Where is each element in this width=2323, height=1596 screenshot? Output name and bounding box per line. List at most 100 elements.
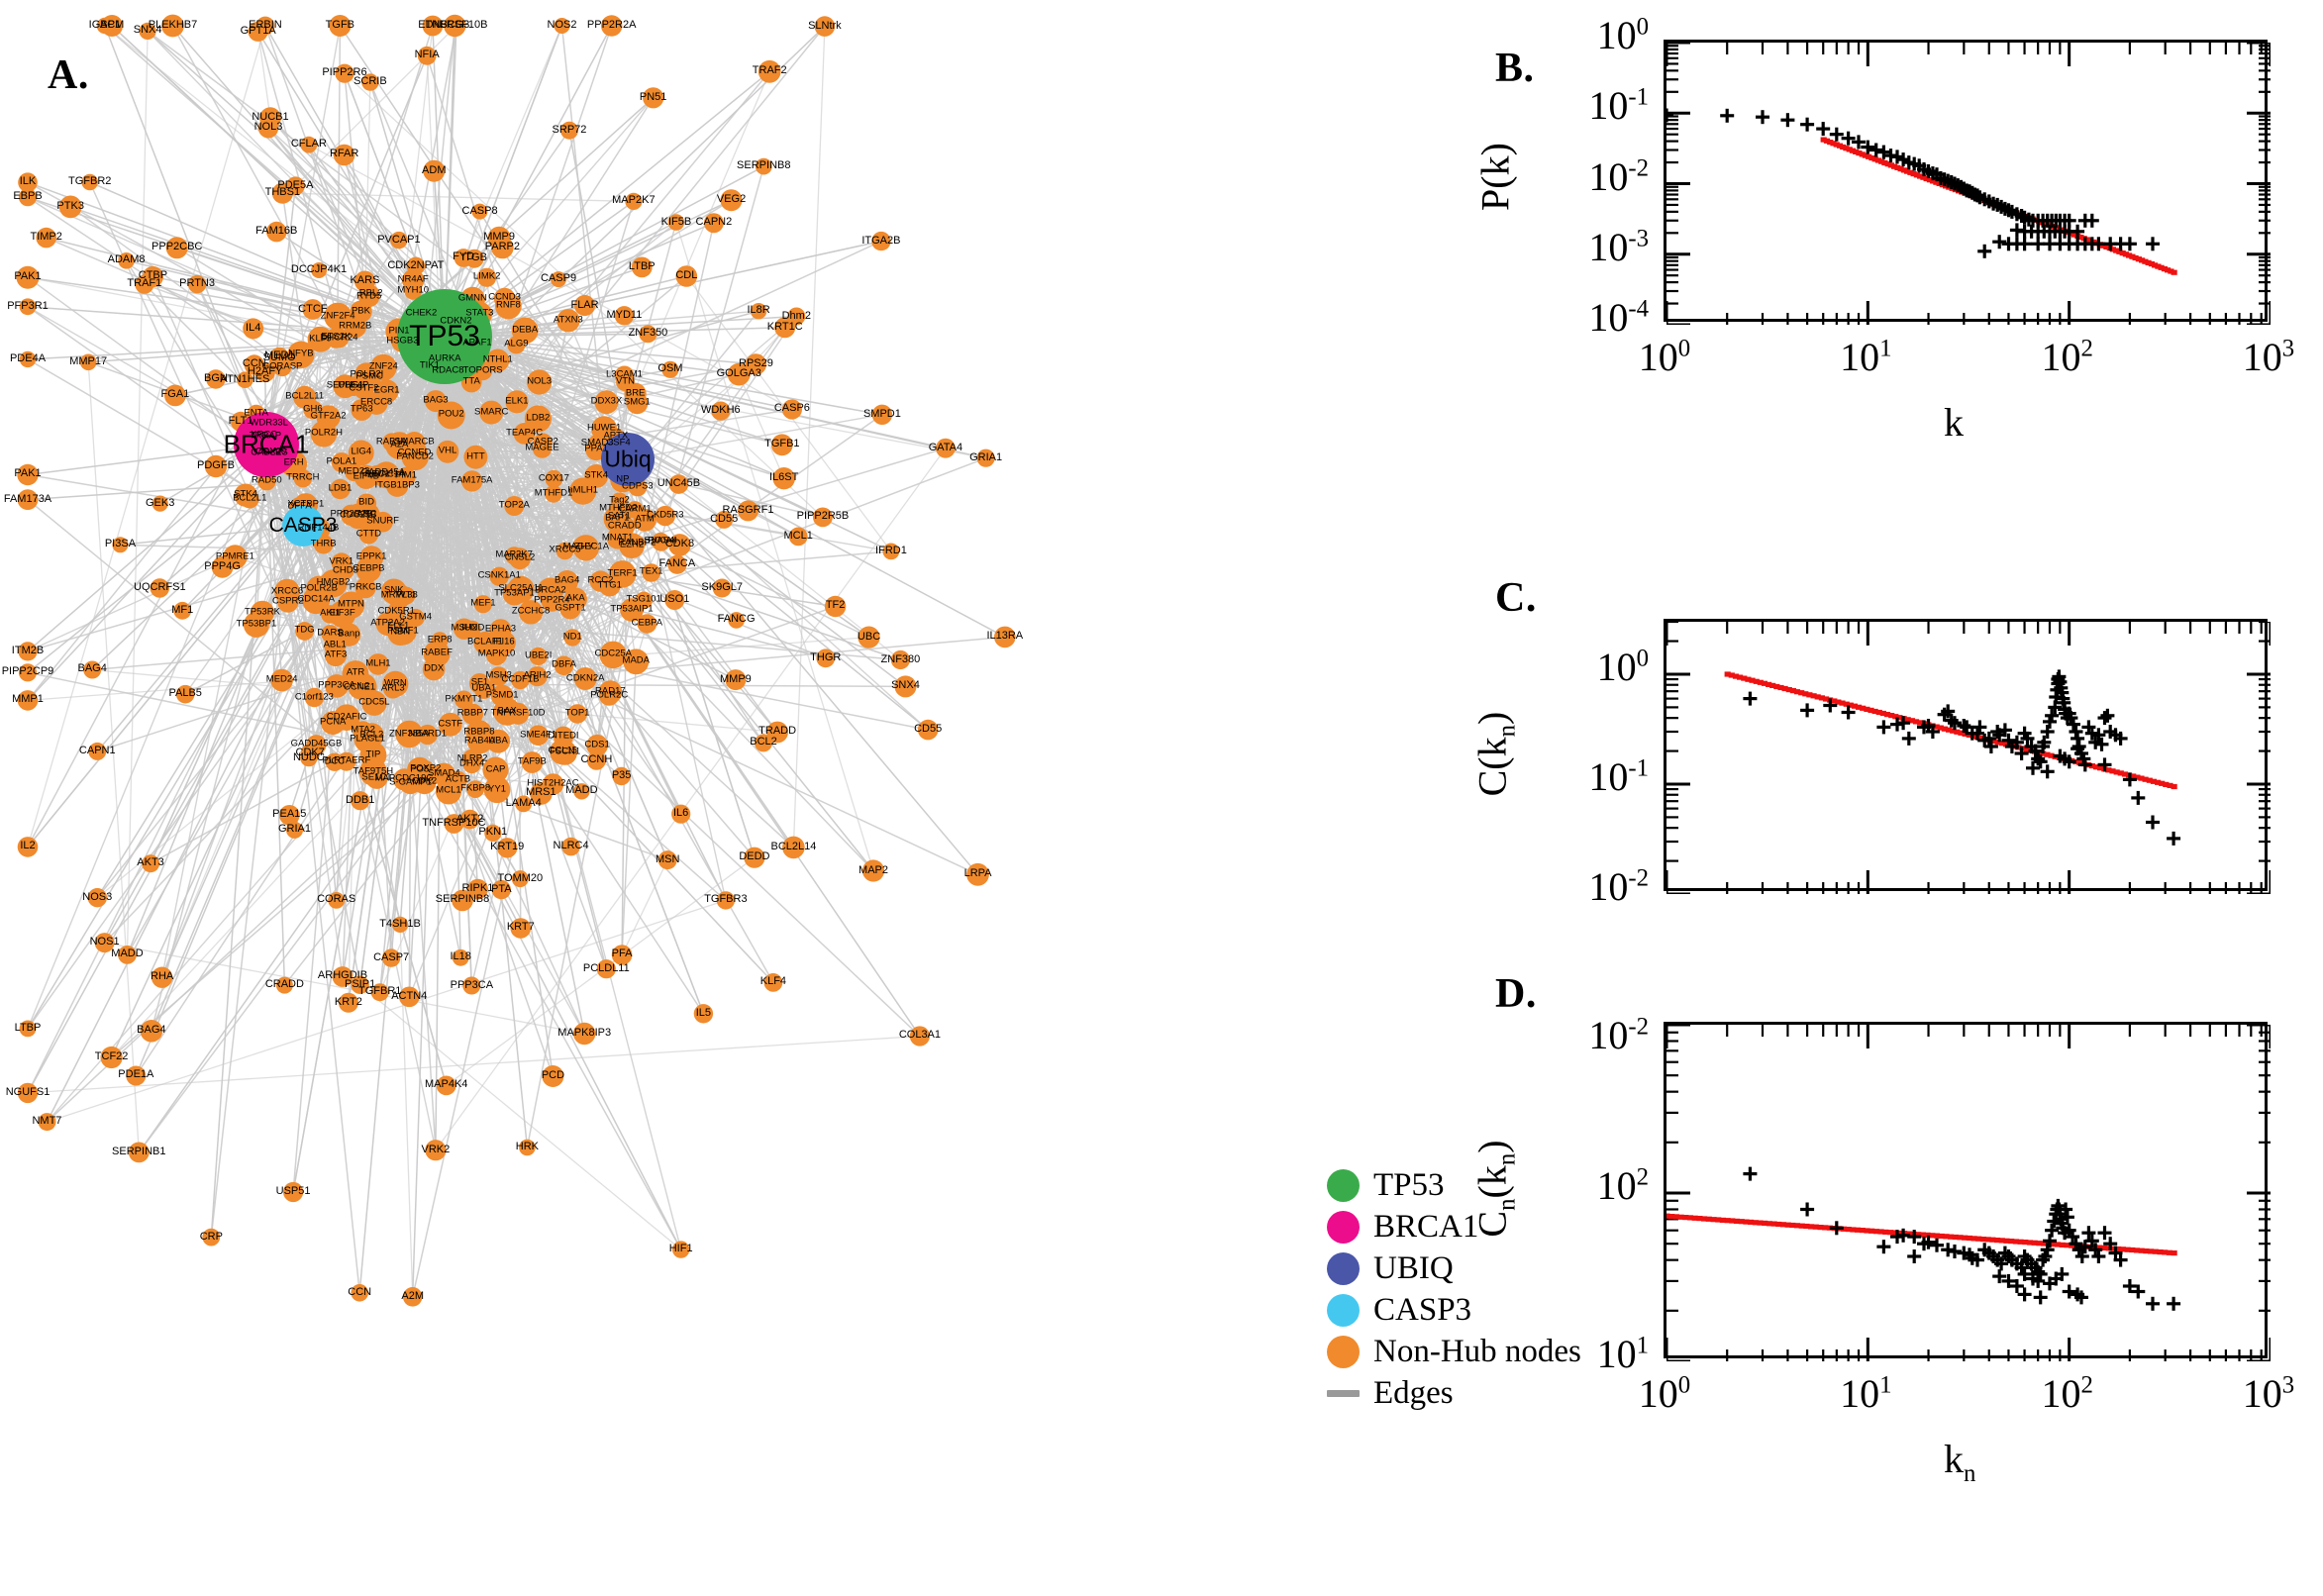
- network-node[interactable]: [750, 303, 767, 320]
- network-node[interactable]: [635, 591, 653, 610]
- network-node[interactable]: [554, 18, 570, 34]
- network-node[interactable]: [594, 390, 619, 415]
- network-node[interactable]: [725, 669, 747, 691]
- network-node[interactable]: [361, 285, 380, 303]
- network-node[interactable]: [545, 469, 563, 488]
- network-node[interactable]: [573, 667, 597, 690]
- network-node[interactable]: [358, 524, 379, 545]
- network-node[interactable]: [17, 489, 39, 510]
- network-node[interactable]: [401, 443, 429, 471]
- network-node[interactable]: [758, 59, 781, 83]
- network-node[interactable]: [423, 641, 451, 667]
- network-node[interactable]: [486, 349, 510, 372]
- network-node[interactable]: [463, 445, 488, 469]
- network-node[interactable]: [661, 360, 679, 378]
- network-node[interactable]: [173, 601, 192, 620]
- hub-node-tp53[interactable]: [397, 289, 492, 384]
- network-node[interactable]: [528, 725, 549, 746]
- network-node[interactable]: [966, 862, 989, 886]
- network-node[interactable]: [755, 734, 772, 752]
- network-node[interactable]: [711, 401, 731, 421]
- network-node[interactable]: [770, 434, 793, 456]
- network-node[interactable]: [482, 756, 509, 783]
- network-node[interactable]: [319, 569, 348, 598]
- network-node[interactable]: [19, 298, 37, 316]
- network-node[interactable]: [466, 729, 493, 754]
- network-node[interactable]: [351, 975, 369, 994]
- network-node[interactable]: [365, 766, 388, 789]
- network-node[interactable]: [302, 299, 324, 320]
- network-node[interactable]: [330, 478, 351, 500]
- network-node[interactable]: [643, 87, 664, 109]
- network-node[interactable]: [667, 554, 687, 574]
- network-node[interactable]: [18, 188, 38, 207]
- network-node[interactable]: [300, 748, 318, 767]
- network-node[interactable]: [274, 578, 300, 605]
- network-node[interactable]: [248, 21, 268, 42]
- network-node[interactable]: [612, 766, 631, 786]
- network-node[interactable]: [573, 783, 590, 800]
- network-node[interactable]: [406, 608, 425, 628]
- network-node[interactable]: [479, 400, 504, 425]
- network-node[interactable]: [527, 369, 553, 395]
- network-node[interactable]: [325, 674, 349, 698]
- network-node[interactable]: [521, 751, 544, 773]
- network-node[interactable]: [542, 1065, 564, 1087]
- network-node[interactable]: [471, 203, 488, 220]
- network-node[interactable]: [357, 364, 382, 389]
- network-node[interactable]: [781, 399, 803, 420]
- network-node[interactable]: [489, 666, 509, 686]
- network-node[interactable]: [350, 672, 377, 701]
- network-node[interactable]: [112, 537, 129, 553]
- network-node[interactable]: [813, 507, 833, 528]
- network-node[interactable]: [519, 1139, 536, 1156]
- network-node[interactable]: [524, 405, 553, 433]
- network-node[interactable]: [489, 566, 509, 586]
- network-node[interactable]: [452, 889, 473, 912]
- network-node[interactable]: [563, 629, 581, 647]
- network-node[interactable]: [341, 504, 362, 526]
- network-node[interactable]: [438, 712, 462, 737]
- network-node[interactable]: [491, 879, 511, 900]
- network-node[interactable]: [304, 687, 325, 708]
- network-node[interactable]: [491, 236, 514, 259]
- network-node[interactable]: [165, 237, 188, 259]
- network-node[interactable]: [518, 600, 544, 625]
- network-node[interactable]: [88, 742, 107, 760]
- network-node[interactable]: [140, 1020, 163, 1043]
- network-node[interactable]: [861, 859, 885, 882]
- network-node[interactable]: [556, 570, 578, 593]
- network-node[interactable]: [738, 500, 758, 522]
- network-node[interactable]: [152, 495, 168, 512]
- network-node[interactable]: [17, 837, 39, 857]
- network-node[interactable]: [164, 384, 186, 407]
- network-node[interactable]: [287, 341, 315, 368]
- network-node[interactable]: [295, 622, 314, 641]
- network-node[interactable]: [657, 850, 677, 870]
- network-node[interactable]: [551, 271, 566, 288]
- network-node[interactable]: [38, 1113, 56, 1132]
- network-node[interactable]: [18, 642, 38, 661]
- network-node[interactable]: [712, 578, 732, 598]
- network-node[interactable]: [359, 546, 384, 570]
- network-node[interactable]: [326, 328, 347, 349]
- network-node[interactable]: [402, 1287, 423, 1307]
- network-node[interactable]: [270, 668, 293, 692]
- network-node[interactable]: [625, 192, 643, 210]
- network-node[interactable]: [436, 1075, 456, 1096]
- network-node[interactable]: [744, 847, 765, 868]
- network-node[interactable]: [328, 892, 346, 909]
- network-node[interactable]: [404, 281, 423, 300]
- network-node[interactable]: [667, 214, 685, 231]
- network-node[interactable]: [422, 15, 444, 37]
- network-node[interactable]: [596, 959, 616, 979]
- network-node[interactable]: [36, 227, 56, 249]
- network-node[interactable]: [396, 466, 416, 487]
- network-node[interactable]: [331, 452, 352, 472]
- network-node[interactable]: [271, 182, 293, 204]
- network-node[interactable]: [994, 626, 1016, 648]
- network-node[interactable]: [311, 262, 328, 278]
- network-node[interactable]: [894, 675, 917, 698]
- network-node[interactable]: [567, 704, 587, 724]
- network-node[interactable]: [142, 265, 163, 288]
